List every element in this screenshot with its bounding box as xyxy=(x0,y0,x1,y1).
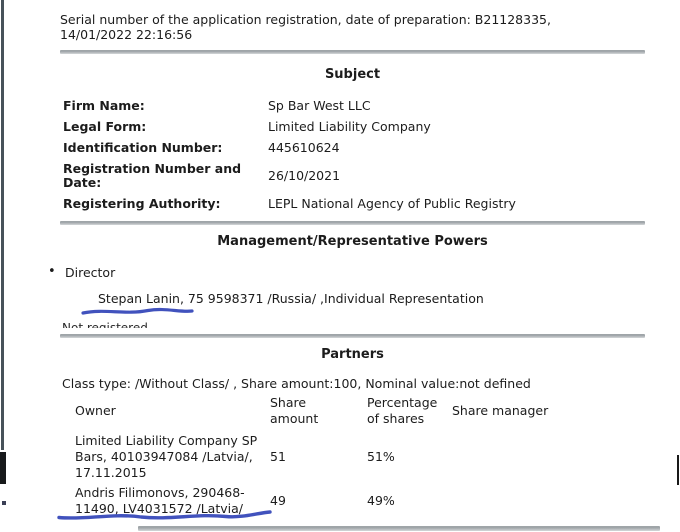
table-row: Limited Liability Company SP Bars, 40103… xyxy=(75,433,660,481)
left-edge-dot xyxy=(2,501,6,505)
percentage-cell: 51% xyxy=(367,449,395,464)
right-edge-mark xyxy=(677,455,679,485)
handwritten-underline-icon xyxy=(57,510,272,520)
field-value-firm-name: Sp Bar West LLC xyxy=(268,98,371,113)
handwritten-underline-icon xyxy=(81,307,194,315)
partners-table: Owner Share amount Percentage of shares … xyxy=(75,394,660,517)
table-row: Andris Filimonovs, 290468- 11490, LV4031… xyxy=(75,485,660,517)
bullet-icon: • xyxy=(48,264,56,279)
share-amount-cell: 49 xyxy=(270,493,286,508)
subject-heading: Subject xyxy=(324,67,381,82)
management-heading: Management/Representative Powers xyxy=(217,234,488,249)
field-label-registering-authority: Registering Authority: xyxy=(63,196,221,211)
column-header-share-amount: Share amount xyxy=(270,395,319,426)
partners-heading: Partners xyxy=(321,347,384,362)
share-amount-cell: 51 xyxy=(270,449,286,464)
section-divider xyxy=(60,50,645,54)
left-scrollbar-fragment xyxy=(0,452,6,484)
class-type-line: Class type: /Without Class/ , Share amou… xyxy=(62,376,531,391)
field-label-legal-form: Legal Form: xyxy=(63,119,147,134)
clipped-text: Not registered xyxy=(62,322,282,328)
owner-cell: Limited Liability Company SP Bars, 40103… xyxy=(75,433,270,481)
field-value-legal-form: Limited Liability Company xyxy=(268,119,431,134)
clipped-text-row: Not registered xyxy=(62,322,282,328)
field-value-registration-number-date: 26/10/2021 xyxy=(268,168,341,183)
director-detail: Stepan Lanin, 75 9598371 /Russia/ ,Indiv… xyxy=(98,291,484,306)
director-item: Director xyxy=(65,265,116,280)
table-header-row: Owner Share amount Percentage of shares … xyxy=(75,394,660,428)
owner-line: Bars, 40103947084 /Latvia/, xyxy=(75,449,253,464)
owner-line: 11490, LV4031572 /Latvia/ xyxy=(75,501,243,516)
serial-number-line: Serial number of the application registr… xyxy=(60,12,551,42)
section-divider xyxy=(138,526,660,531)
owner-line: Limited Liability Company SP xyxy=(75,433,258,448)
percentage-cell: 49% xyxy=(367,493,395,508)
owner-line: Andris Filimonovs, 290468- xyxy=(75,485,245,500)
owner-cell: Andris Filimonovs, 290468- 11490, LV4031… xyxy=(75,485,270,517)
field-label-firm-name: Firm Name: xyxy=(63,98,145,113)
field-label-registration-number-date: Registration Number and Date: xyxy=(63,161,242,190)
column-header-percentage: Percentage of shares xyxy=(367,395,438,426)
field-label-identification-number: Identification Number: xyxy=(63,140,223,155)
field-value-identification-number: 445610624 xyxy=(268,140,340,155)
field-value-registering-authority: LEPL National Agency of Public Registry xyxy=(268,196,516,211)
section-divider xyxy=(60,221,645,225)
subject-fields: Firm Name: Sp Bar West LLC Legal Form: L… xyxy=(63,99,643,211)
column-header-share-manager: Share manager xyxy=(452,403,549,418)
owner-line: 17.11.2015 xyxy=(75,465,147,480)
section-divider xyxy=(60,334,645,338)
column-header-owner: Owner xyxy=(75,403,116,418)
window-left-edge xyxy=(1,0,4,450)
